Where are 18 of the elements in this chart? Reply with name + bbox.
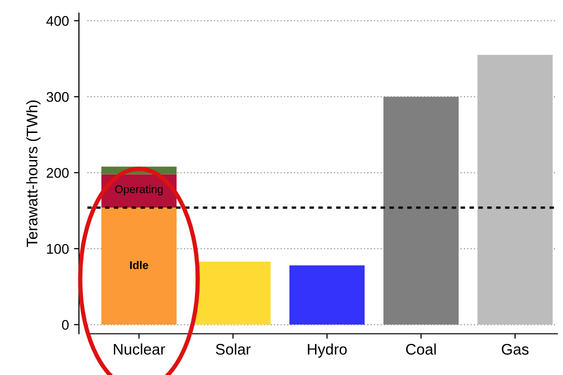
bar xyxy=(477,54,553,325)
x-tick-label: Hydro xyxy=(308,343,347,358)
y-tick-label: 100 xyxy=(47,244,69,254)
bar xyxy=(101,208,177,325)
x-tick-label: Coal xyxy=(406,343,436,355)
y-tick-label: 300 xyxy=(46,92,69,102)
y-tick-label: 0 xyxy=(62,320,69,330)
y-tick-label: 400 xyxy=(46,16,69,26)
x-tick-label: Solar xyxy=(216,343,251,355)
y-axis-title: Terawatt-hours (TWh) xyxy=(26,100,40,247)
bar xyxy=(195,262,271,325)
y-tick-label: 200 xyxy=(46,168,69,178)
bar xyxy=(289,265,365,325)
annotation: Operating xyxy=(115,184,163,196)
x-tick-label: Nuclear xyxy=(114,343,166,355)
annotation: Idle xyxy=(130,260,148,270)
x-tick-label: Gas xyxy=(502,344,529,355)
bar xyxy=(383,96,459,325)
